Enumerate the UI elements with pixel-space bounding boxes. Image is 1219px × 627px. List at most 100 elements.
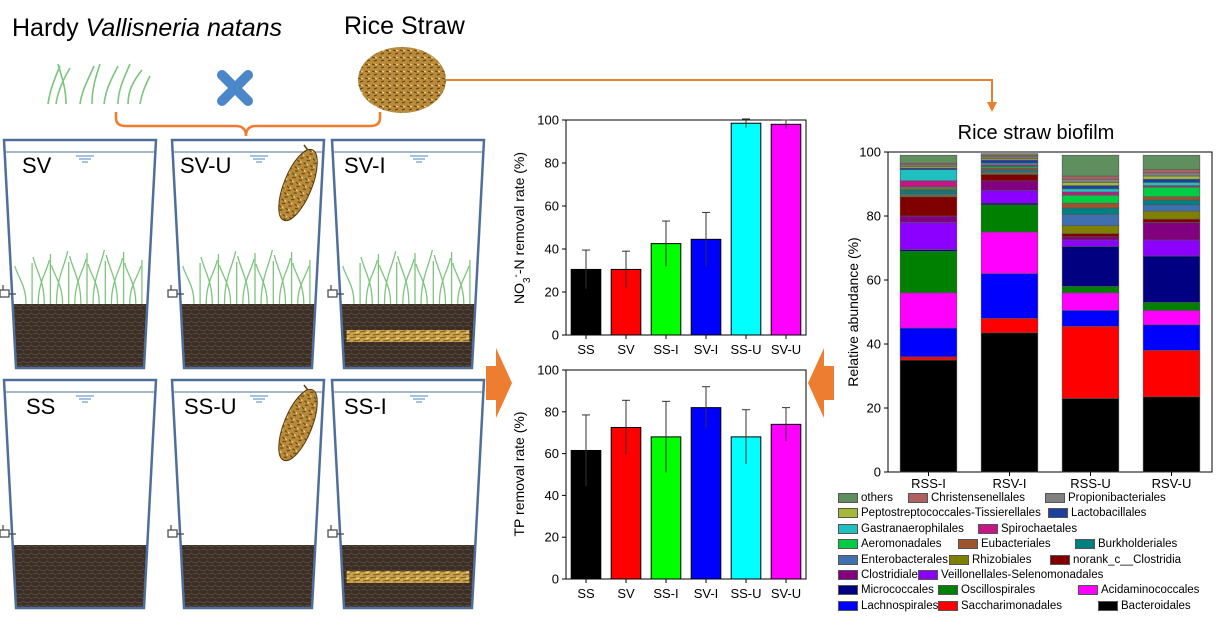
no3-chart-x-tick-label: SS [577,342,595,357]
stacked-segment-norank-c-clostridia [1142,218,1201,223]
stacked-segment-others [980,153,1039,156]
stacked-segment-burkholderiales [899,190,958,194]
legend-swatch [958,539,978,550]
stacked-segment-lactobacillales [1142,178,1201,183]
stacked-segment-peptostreptococcales-tissierellales [1142,175,1201,180]
no3-chart-y-tick-label: 80 [545,156,559,171]
legend-swatch [838,554,858,565]
stacked-segment-lachnospirales [980,273,1039,319]
outlet-valve-icon [167,525,184,538]
tp-chart-bar-sv-u [770,423,802,580]
stacked-segment-acidaminococcales [1142,310,1201,326]
legend-label: Eubacteriales [981,538,1051,551]
tank-label-sv-u: SV-U [180,153,232,178]
legend-swatch [838,523,858,534]
stacked-segment-acidaminococcales [1061,292,1120,311]
legend-label: Saccharimonadales [961,599,1063,612]
sediment-layer [180,545,316,608]
stacked-segment-lachnospirales [899,327,958,358]
legend-item-spirochaetales: Spirochaetales [978,523,1077,536]
legend-item-enterobacterales: Enterobacterales [838,554,948,567]
tank-ss-i [327,378,486,610]
legend-item-christensenellales: Christensenellales [908,492,1025,505]
tank-sv-u [167,138,326,370]
legend-label: Micrococcales [861,584,934,597]
legend-item-rhizobiales: Rhizobiales [949,554,1031,567]
straw-sachet-icon [278,144,318,222]
outlet-valve-icon [0,285,16,298]
legend-swatch [949,554,969,565]
stacked-segment-oscillospirales [1061,286,1120,294]
legend-item-oscillospirales: Oscillospirales [938,584,1035,597]
tp-chart-x-tick-label: SV-I [694,586,719,601]
outlet-valve-icon [0,525,16,538]
stacked-segment-saccharimonadales [899,356,958,361]
tp-chart-bar-sv-i [690,407,722,580]
tp-chart-y-tick-label: 0 [552,572,559,587]
stacked-segment-norank-c-clostridia [1061,233,1120,238]
stacked-chart-title: Rice straw biofilm [958,122,1115,144]
stacked-chart-y-tick-label: 100 [859,145,881,160]
legend-swatch [838,569,858,580]
no3-chart-y-tick-label: 20 [545,285,559,300]
legend-item-eubacteriales: Eubacteriales [958,538,1051,551]
legend-swatch [918,569,938,580]
stacked-chart-y-tick-label: 40 [867,337,881,352]
straw-layer [346,571,470,583]
sediment-layer [180,304,316,368]
legend-swatch [1098,600,1118,611]
legend-swatch [1050,554,1070,565]
stacked-chart-x-tick-label: RSS-U [1070,476,1110,491]
legend-label: Gastranaerophilales [861,522,964,535]
no3-chart-y-tick-label: 100 [537,113,559,128]
stacked-segment-oscillospirales [1142,302,1201,311]
tank-ss-u [167,378,326,610]
stacked-segment-bacteroidales [980,332,1039,473]
stacked-chart-y-tick-label: 60 [867,273,881,288]
plant-icon [47,63,151,105]
stacked-segment-spirochaetales [1061,191,1120,196]
stacked-segment-aeromonadales [1061,194,1120,204]
flow-arrow-head [987,102,997,112]
water-level-icon [76,155,94,163]
stacked-segment-gastranaerophilales [899,169,958,182]
stacked-segment-norank-c-clostridia [899,196,958,217]
tp-chart-y-tick-label: 100 [537,363,559,378]
legend-swatch [978,523,998,534]
stacked-segment-eubacteriales [1061,202,1120,209]
sediment-layer [12,304,148,368]
tp-chart-y-tick-label: 40 [545,488,559,503]
stacked-segment-lachnospirales [1142,324,1201,351]
stacked-segment-aeromonadales [1142,186,1201,198]
stacked-chart-y-tick-label: 80 [867,209,881,224]
legend-item-gastranaerophilales: Gastranaerophilales [838,523,964,536]
legend-label: Christensenellales [931,492,1025,504]
legend-item-veillonellales-selenomonadales: Veillonellales-Selenomonadales [918,569,1103,582]
left-side-arrow-icon [486,348,512,418]
stacked-segment-gastranaerophilales [1142,182,1201,186]
legend-label: others [861,492,893,504]
tp-chart-plot-frame [565,369,807,580]
plant-title-species: Vallisneria natans [85,14,283,42]
legend-swatch [938,585,958,596]
legend-label: Clostridiales [861,569,924,581]
legend-label: Burkholderiales [1098,538,1178,551]
stacked-segment-micrococcales [1061,246,1120,287]
plants-icon [342,249,471,305]
legend-item-clostridiales: Clostridiales [838,569,924,582]
plants-icon [182,249,311,305]
water-level-icon [76,395,94,403]
no3-chart-plot-frame [565,119,807,336]
tank-outline [330,138,486,370]
stacked-segment-lactobacillales [1061,185,1120,190]
rice-straw-icon [358,47,446,113]
tank-label-ss-i: SS-I [344,394,387,419]
legend-item-peptostreptococcales-tissierellales: Peptostreptococcales-Tissierellales [838,507,1041,520]
stacked-segment-eubacteriales [1142,196,1201,201]
straw-title: Rice Straw [344,12,465,40]
cross-icon [217,70,253,106]
stacked-segment-spirochaetales [899,180,958,188]
tank-label-ss-u: SS-U [184,394,237,419]
stacked-segment-oscillospirales [899,250,958,294]
legend-label: Oscillospirales [961,584,1036,597]
